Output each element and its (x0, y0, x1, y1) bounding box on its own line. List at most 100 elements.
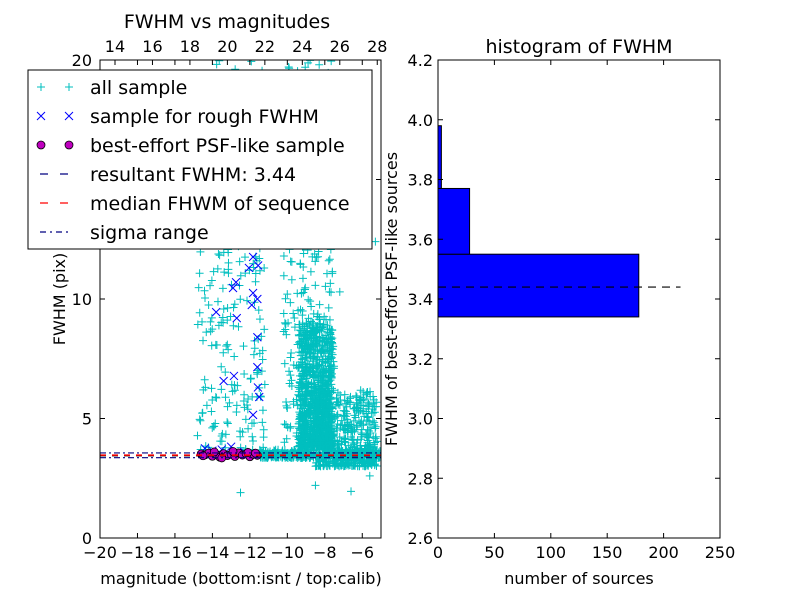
all-sample-point (324, 352, 333, 361)
all-sample-point (199, 336, 208, 345)
all-sample-point (223, 316, 232, 325)
all-sample-point (291, 450, 300, 459)
all-sample-point (229, 321, 238, 330)
all-sample-point (296, 381, 305, 390)
all-sample-point (299, 288, 308, 297)
x-tick-label: 100 (536, 543, 567, 562)
all-sample-point (227, 280, 236, 289)
x-marker-icon (64, 111, 74, 121)
rough-fwhm-point (229, 371, 239, 381)
all-sample-point (303, 420, 312, 429)
all-sample-point (352, 393, 361, 402)
all-sample-point (324, 390, 333, 399)
all-sample-point (212, 393, 221, 402)
psf-like-point (209, 447, 219, 457)
legend: all sample sample for rough FWHM best-effo… (27, 69, 373, 250)
all-sample-point (337, 416, 346, 425)
x-tick-label: −8 (313, 543, 337, 562)
all-sample-point (343, 396, 352, 405)
all-sample-point (335, 287, 344, 296)
all-sample-point (299, 262, 308, 271)
rough-fwhm-point (253, 332, 262, 342)
all-sample-point (372, 461, 381, 470)
all-sample-point (279, 309, 288, 318)
all-sample-point (335, 432, 344, 441)
all-sample-point (212, 341, 221, 350)
all-sample-point (259, 433, 268, 442)
all-sample-point (222, 342, 231, 351)
rough-fwhm-point (253, 383, 263, 392)
all-sample-point (218, 284, 227, 293)
all-sample-point (285, 379, 294, 388)
all-sample-point (298, 370, 307, 379)
all-sample-point (295, 331, 304, 340)
all-sample-point (287, 349, 296, 358)
all-sample-point (318, 337, 327, 346)
all-sample-point (280, 438, 289, 447)
top-x-tick-label: 22 (255, 37, 275, 56)
all-sample-point (207, 384, 216, 393)
all-sample-point (236, 488, 245, 497)
all-sample-point (239, 342, 248, 351)
y-tick-label: 3.6 (408, 230, 433, 249)
all-sample-point (317, 431, 326, 440)
all-sample-point (296, 441, 305, 450)
all-sample-point (308, 371, 317, 380)
all-sample-point (302, 425, 311, 434)
all-sample-point (305, 320, 314, 329)
all-sample-point (213, 297, 222, 306)
all-sample-point (311, 481, 320, 490)
x-tick-label: 150 (592, 543, 623, 562)
all-sample-point (194, 283, 203, 292)
all-sample-point (223, 304, 232, 313)
all-sample-point (281, 294, 290, 303)
all-sample-point (333, 388, 342, 397)
all-sample-point (289, 309, 298, 318)
rough-fwhm-point (253, 261, 263, 270)
x-axis-label: number of sources (504, 569, 654, 588)
all-sample-point (296, 417, 305, 426)
all-sample-point (294, 422, 303, 431)
all-sample-point (279, 271, 288, 280)
all-sample-point (301, 348, 310, 357)
all-sample-point (338, 421, 347, 430)
all-sample-point (325, 340, 334, 349)
x-tick-label: 0 (433, 543, 443, 562)
all-sample-point (371, 237, 380, 246)
all-sample-point (300, 322, 309, 331)
legend-entry: best-effort PSF-like sample (36, 135, 345, 157)
all-sample-point (224, 265, 233, 274)
all-sample-point (328, 269, 337, 278)
all-sample-point (282, 398, 291, 407)
all-sample-point (238, 428, 247, 437)
histogram-axes: 0 50 100 150 200 250 2.6 2.8 3.0 3.2 3.4 3.6 3.8 4.0 4… (382, 36, 735, 588)
all-sample-point (249, 436, 258, 445)
all-sample-point (250, 419, 259, 428)
all-sample-point (306, 366, 315, 375)
x-tick-label: −6 (350, 543, 374, 562)
all-sample-point (332, 411, 341, 420)
all-sample-point (309, 319, 318, 328)
all-sample-point (217, 437, 226, 446)
all-sample-point (223, 419, 232, 428)
all-sample-point (325, 400, 334, 409)
y-tick-label: 4.2 (408, 51, 433, 70)
all-sample-point (317, 342, 326, 351)
all-sample-point (251, 277, 260, 286)
all-sample-point (341, 407, 350, 416)
all-sample-point (310, 342, 319, 351)
y-tick-label: 3.0 (408, 410, 433, 429)
all-sample-point (367, 460, 376, 469)
x-tick-label: 250 (705, 543, 736, 562)
all-sample-point (207, 341, 216, 350)
all-sample-point (258, 418, 267, 427)
all-sample-point (290, 323, 299, 332)
x-axis-label: magnitude (bottom:isnt / top:calib) (100, 569, 381, 588)
all-sample-point (312, 253, 321, 262)
all-sample-point (298, 311, 307, 320)
all-sample-point (209, 267, 218, 276)
histogram-bar (437, 187, 471, 255)
all-sample-point (286, 371, 295, 380)
all-sample-point (206, 317, 215, 326)
